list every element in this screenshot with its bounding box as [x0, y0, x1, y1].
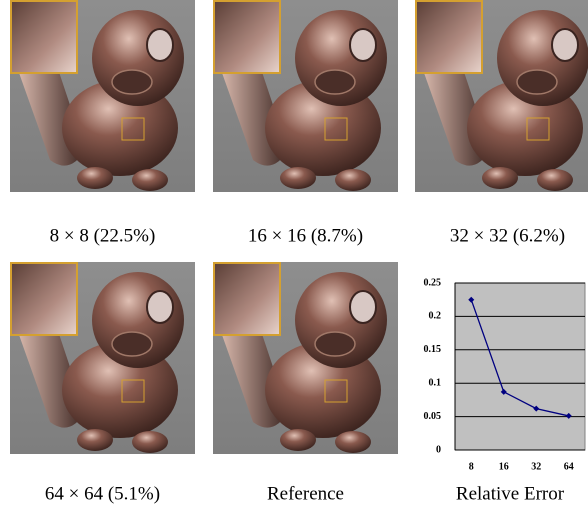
y-tick-label: 0.1	[429, 377, 442, 388]
bird-beak	[517, 70, 557, 94]
bird-eye	[552, 29, 578, 61]
bird-foot	[132, 431, 168, 453]
render-image	[10, 0, 195, 192]
render-image	[415, 0, 588, 192]
y-tick-label: 0.25	[424, 277, 442, 288]
bird-beak	[112, 70, 152, 94]
image-caption: Reference	[267, 483, 344, 504]
inset-zoom	[214, 1, 280, 73]
inset-zoom	[214, 263, 280, 335]
bird-foot	[335, 169, 371, 191]
bird-eye	[350, 291, 376, 323]
image-caption: 32 × 32 (6.2%)	[450, 225, 565, 246]
inset-zoom	[11, 263, 77, 335]
bird-beak	[112, 332, 152, 356]
image-caption: 64 × 64 (5.1%)	[45, 483, 160, 504]
bird-eye	[147, 291, 173, 323]
bird-beak	[315, 70, 355, 94]
bird-foot	[132, 169, 168, 191]
image-caption: 16 × 16 (8.7%)	[248, 225, 363, 246]
bird-eye	[350, 29, 376, 61]
bird-foot	[77, 167, 113, 189]
bird-eye	[147, 29, 173, 61]
bird-foot	[335, 431, 371, 453]
render-image	[213, 262, 398, 454]
x-tick-label: 32	[531, 461, 541, 472]
bird-foot	[482, 167, 518, 189]
bird-foot	[537, 169, 573, 191]
chart-caption: Relative Error	[456, 483, 565, 504]
y-tick-label: 0.15	[424, 344, 442, 355]
x-tick-label: 8	[469, 461, 474, 472]
bird-beak	[315, 332, 355, 356]
y-tick-label: 0	[436, 444, 441, 455]
page: 8 × 8 (22.5%) 16 × 16 (8.7%) 32 × 32 (6.2%…	[0, 0, 588, 505]
render-image	[213, 0, 398, 192]
y-tick-label: 0.05	[424, 411, 442, 422]
figure: 8 × 8 (22.5%) 16 × 16 (8.7%) 32 × 32 (6.2%…	[0, 0, 588, 505]
x-tick-label: 64	[564, 461, 574, 472]
bird-foot	[280, 429, 316, 451]
y-tick-label: 0.2	[429, 311, 442, 322]
inset-zoom	[11, 1, 77, 73]
x-tick-label: 16	[499, 461, 509, 472]
inset-zoom	[416, 1, 482, 73]
bird-foot	[280, 167, 316, 189]
image-caption: 8 × 8 (22.5%)	[50, 225, 156, 246]
bird-foot	[77, 429, 113, 451]
render-image	[10, 262, 195, 454]
